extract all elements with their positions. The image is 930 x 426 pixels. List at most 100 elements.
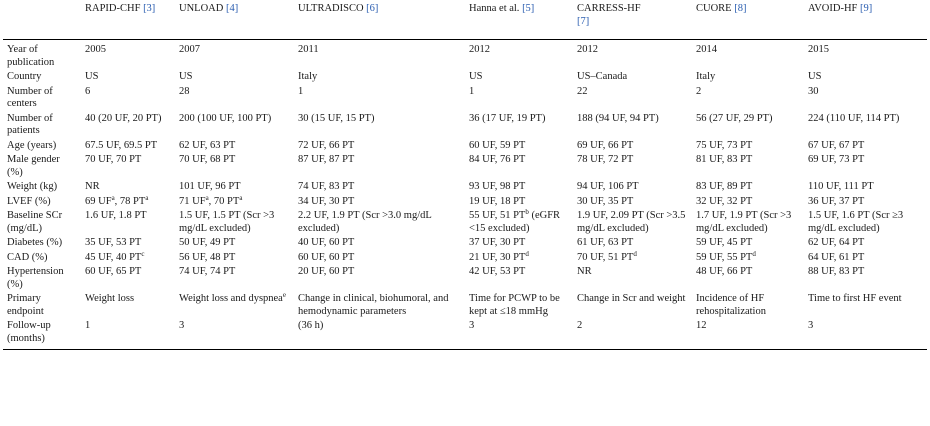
cell-text: 42 UF, 53 PT <box>469 266 526 277</box>
table-cell: 2 <box>573 319 692 350</box>
table-cell: 224 (110 UF, 114 PT) <box>804 112 927 139</box>
cell-text: 30 UF, 35 PT <box>577 195 634 207</box>
cell-text: 28 <box>179 85 190 97</box>
footnote-marker: a <box>145 193 149 202</box>
table-cell: 1.6 UF, 1.8 PT <box>81 209 175 236</box>
cell-text: 88 UF, 83 PT <box>808 266 865 277</box>
table-cell: US <box>81 70 175 85</box>
cell-text: 67.5 UF, 69.5 PT <box>85 139 158 151</box>
cell-text: Change in clinical, biohumoral, and hemo… <box>298 293 449 317</box>
footnote-marker: d <box>525 249 529 258</box>
table-row: Country US US Italy US US–Canada Italy US <box>3 70 927 85</box>
footnote-marker: e <box>282 291 286 299</box>
reference-link[interactable]: [8] <box>734 3 747 14</box>
table-cell: 2014 <box>692 40 804 71</box>
table-cell: 69 UFa, 78 PTa <box>81 193 175 210</box>
cell-text: 93 UF, 98 PT <box>469 181 526 192</box>
table-cell: (36 h) <box>294 319 465 350</box>
cell-text: 60 UF, 59 PT <box>469 139 526 151</box>
cell-text: 6 <box>85 85 91 97</box>
cell-text: 61 UF, 63 PT <box>577 237 634 248</box>
cell-text: 69 UF, 66 PT <box>577 139 634 151</box>
reference-link[interactable]: [4] <box>225 3 239 14</box>
column-header: RAPID-CHF [3] <box>81 0 175 40</box>
table-cell: 42 UF, 53 PT <box>465 265 573 292</box>
table-cell: 88 UF, 83 PT <box>804 265 927 292</box>
table-cell: US <box>175 70 294 85</box>
table-cell: 2015 <box>804 40 927 71</box>
cell-text: 36 (17 UF, 19 PT) <box>469 112 546 124</box>
row-label: Diabetes (%) <box>7 237 63 248</box>
cell-text: 2012 <box>469 44 490 55</box>
cell-text: NR <box>577 266 592 277</box>
table-row: Baseline SCr (mg/dL) 1.6 UF, 1.8 PT 1.5 UF… <box>3 209 927 236</box>
reference-link[interactable]: [5] <box>522 3 535 14</box>
cell-text: 94 UF, 106 PT <box>577 181 639 192</box>
cell-text: US <box>85 71 99 82</box>
cell-text: Italy <box>696 71 716 82</box>
cell-text: (36 h) <box>298 320 324 331</box>
reference-link[interactable]: [6] <box>366 3 379 14</box>
row-label: Weight (kg) <box>7 181 58 192</box>
table-cell: 1 <box>81 319 175 350</box>
cell-text: US <box>808 71 822 82</box>
cell-text: 1.5 UF, 1.5 PT (Scr >3 mg/dL excluded) <box>179 210 275 234</box>
table-cell: 48 UF, 66 PT <box>692 265 804 292</box>
cell-text: 3 <box>179 320 185 331</box>
header-row: RAPID-CHF [3] UNLOAD [4] ULTRADISCO [6] … <box>3 0 927 40</box>
row-label: Number of patients <box>7 112 53 137</box>
table-cell: US <box>465 70 573 85</box>
table-cell: 2 <box>692 85 804 112</box>
table-cell: 2011 <box>294 40 465 71</box>
cell-text: Italy <box>298 71 318 82</box>
cell-text: 75 UF, 73 PT <box>696 139 753 151</box>
table-cell: Time to first HF event <box>804 292 927 319</box>
cell-text: 50 UF, 49 PT <box>179 237 236 248</box>
cell-text: 2011 <box>298 44 319 55</box>
cell-text: 1 <box>469 85 475 97</box>
cell-text: 45 UF, 40 PT <box>85 251 142 263</box>
cell-text: 1 <box>85 320 91 331</box>
cell-text: 2012 <box>577 44 598 55</box>
table-row: Hypertension (%) 60 UF, 65 PT 74 UF, 74 PT… <box>3 265 927 292</box>
row-label: CAD (%) <box>7 251 48 263</box>
table-cell: 20 UF, 60 PT <box>294 265 465 292</box>
table-cell: 12 <box>692 319 804 350</box>
cell-text: Time to first HF event <box>808 293 902 304</box>
table-cell: 70 UF, 68 PT <box>175 153 294 180</box>
table-cell: Italy <box>692 70 804 85</box>
table-cell: 61 UF, 63 PT <box>573 236 692 251</box>
cell-text: 2.2 UF, 1.9 PT (Scr >3.0 mg/dL excluded) <box>298 210 432 234</box>
reference-link[interactable]: [7] <box>577 15 590 27</box>
table-cell: 64 UF, 61 PT <box>804 251 927 266</box>
cell-text: Weight loss and dyspnea <box>179 293 283 304</box>
cell-text: 3 <box>808 320 814 331</box>
cell-text: 12 <box>696 320 707 331</box>
cell-text: 69 UF, 73 PT <box>808 154 865 165</box>
table-cell: 110 UF, 111 PT <box>804 180 927 195</box>
cell-text: 224 (110 UF, 114 PT) <box>808 112 900 124</box>
table-cell: 62 UF, 63 PT <box>175 139 294 154</box>
reference-link[interactable]: [9] <box>860 3 873 14</box>
cell-text: 70 UF, 68 PT <box>179 154 236 165</box>
cell-text: 59 UF, 55 PT <box>696 251 753 263</box>
table-cell: 78 UF, 72 PT <box>573 153 692 180</box>
cell-text: Time for PCWP to be kept at ≤18 mmHg <box>469 293 560 317</box>
cell-text: , 70 PT <box>208 195 240 207</box>
cell-text: 1.9 UF, 2.09 PT (Scr >3.5 mg/dL excluded… <box>577 210 686 234</box>
cell-text: 70 UF, 70 PT <box>85 154 142 165</box>
cell-text: 74 UF, 74 PT <box>179 266 236 277</box>
cell-text: Change in Scr and weight <box>577 293 686 304</box>
cell-text: 2014 <box>696 44 717 55</box>
table-body: Year of publication 2005 2007 2011 2012 2012 2… <box>3 40 927 350</box>
cell-text: 67 UF, 67 PT <box>808 139 865 151</box>
cell-text: 2015 <box>808 44 829 55</box>
footnote-marker: a <box>205 193 209 202</box>
table-cell: 59 UF, 55 PTd <box>692 250 804 266</box>
table-cell: 37 UF, 30 PT <box>465 236 573 251</box>
row-label: LVEF (%) <box>7 195 51 207</box>
cell-text: 72 UF, 66 PT <box>298 139 355 151</box>
reference-link[interactable]: [3] <box>143 3 156 14</box>
table-cell: 45 UF, 40 PTc <box>81 250 175 266</box>
table-cell: Change in clinical, biohumoral, and hemo… <box>294 292 465 319</box>
